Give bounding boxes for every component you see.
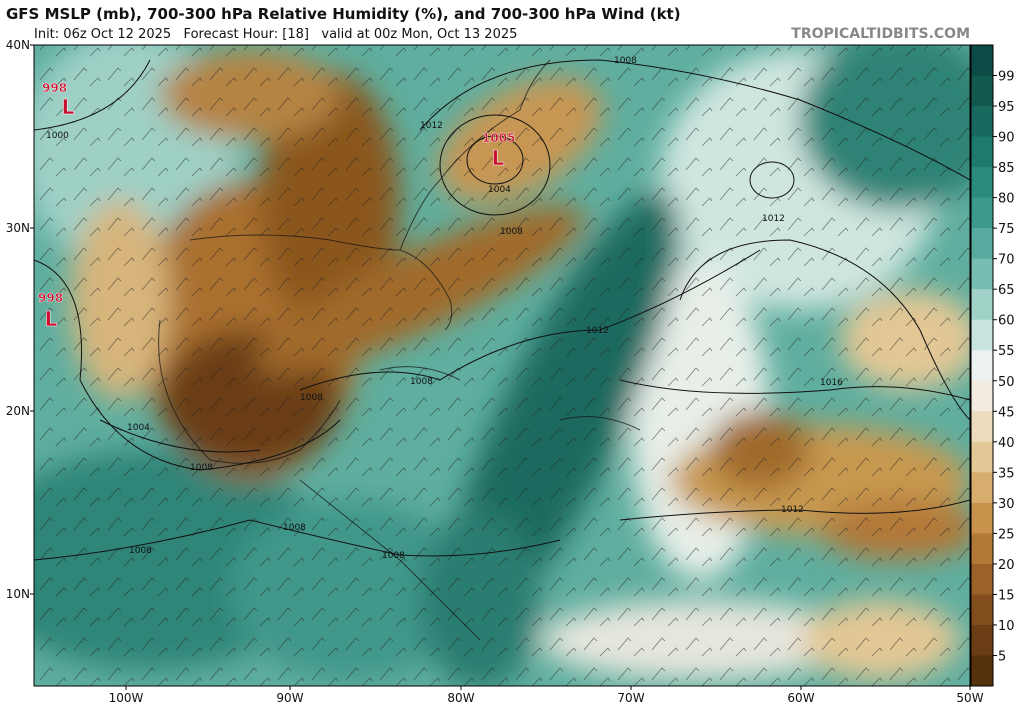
isobar-label: 1012	[420, 121, 443, 131]
colorbar-segment	[971, 319, 993, 351]
lon-label: 50W	[956, 691, 983, 705]
colorbar-segment	[971, 258, 993, 290]
colorbar-label: 90	[998, 131, 1015, 146]
lon-label: 60W	[787, 691, 814, 705]
colorbar-segment	[971, 441, 993, 473]
colorbar-label: 35	[998, 466, 1015, 481]
colorbar-segment	[971, 167, 993, 199]
isobar-label: 1008	[283, 523, 306, 533]
colorbar-segment	[971, 106, 993, 138]
lat-label: 10N	[6, 587, 30, 601]
colorbar-segment	[971, 472, 993, 504]
colorbar-label: 45	[998, 405, 1015, 420]
colorbar-segment	[971, 75, 993, 107]
colorbar-segment	[971, 136, 993, 168]
colorbar-label: 10	[998, 619, 1015, 634]
colorbar-segment	[971, 502, 993, 534]
colorbar-label: 99	[998, 70, 1015, 85]
colorbar-segment	[971, 655, 993, 687]
colorbar-label: 20	[998, 558, 1015, 573]
low-symbol: L	[492, 146, 505, 170]
isobar-label: 1004	[488, 185, 511, 195]
low-pressure-value: 1005	[482, 131, 515, 145]
low-pressure-value: 998	[42, 81, 67, 95]
colorbar-label: 55	[998, 344, 1015, 359]
colorbar-label: 50	[998, 375, 1015, 390]
colorbar-label: 80	[998, 192, 1015, 207]
colorbar-label: 25	[998, 527, 1015, 542]
colorbar-segment	[971, 624, 993, 656]
colorbar-label: 85	[998, 161, 1015, 176]
colorbar-label: 5	[998, 649, 1006, 664]
isobars	[34, 59, 970, 561]
coastlines	[158, 59, 641, 641]
colorbar-label: 40	[998, 436, 1015, 451]
colorbar-segment	[971, 411, 993, 443]
isobar-label: 1000	[46, 131, 69, 141]
isobar-label: 1016	[820, 378, 843, 388]
site-name: TROPICALTIDBITS.COM	[791, 26, 970, 42]
isobar-label: 1008	[500, 227, 523, 237]
low-pressure-value: 998	[38, 291, 63, 305]
lat-label: 30N	[6, 221, 30, 235]
colorbar-label: 70	[998, 253, 1015, 268]
colorbar-segment	[971, 289, 993, 321]
colorbar-segment	[971, 563, 993, 595]
colorbar-segment	[971, 197, 993, 229]
lon-label: 90W	[276, 691, 303, 705]
colorbar-label: 95	[998, 100, 1015, 115]
lon-label: 100W	[109, 691, 144, 705]
colorbar-segment	[971, 380, 993, 412]
colorbar-label: 65	[998, 283, 1015, 298]
colorbar-label: 15	[998, 588, 1015, 603]
lat-label: 20N	[6, 404, 30, 418]
title: GFS MSLP (mb), 700-300 hPa Relative Humi…	[6, 5, 681, 23]
lon-label: 70W	[617, 691, 644, 705]
lon-label: 80W	[447, 691, 474, 705]
isobar-label: 1008	[382, 551, 405, 561]
colorbar-segment	[971, 533, 993, 565]
isobar-label: 1012	[586, 326, 609, 336]
colorbar-segment	[971, 45, 993, 77]
colorbar-segment	[971, 350, 993, 382]
colorbar-segment	[971, 594, 993, 626]
isobar-label: 1008	[410, 377, 433, 387]
low-symbol: L	[45, 307, 58, 331]
map-field	[34, 45, 970, 686]
colorbar-label: 75	[998, 222, 1015, 237]
isobar-label: 1012	[762, 214, 785, 224]
isobar-label: 1008	[300, 393, 323, 403]
colorbar-label: 30	[998, 497, 1015, 512]
isobar-label: 1012	[781, 505, 804, 515]
isobar-label: 1008	[614, 56, 637, 66]
colorbar-frame	[970, 44, 994, 687]
map-frame	[33, 44, 971, 687]
lat-label: 40N	[6, 38, 30, 52]
isobar-label: 1008	[129, 546, 152, 556]
subtitle: Init: 06z Oct 12 2025 Forecast Hour: [18…	[34, 27, 517, 42]
isobar-label: 1004	[127, 423, 150, 433]
isobar-label: 1008	[190, 463, 213, 473]
colorbar-segment	[971, 228, 993, 260]
colorbar-label: 60	[998, 314, 1015, 329]
low-symbol: L	[62, 95, 75, 119]
